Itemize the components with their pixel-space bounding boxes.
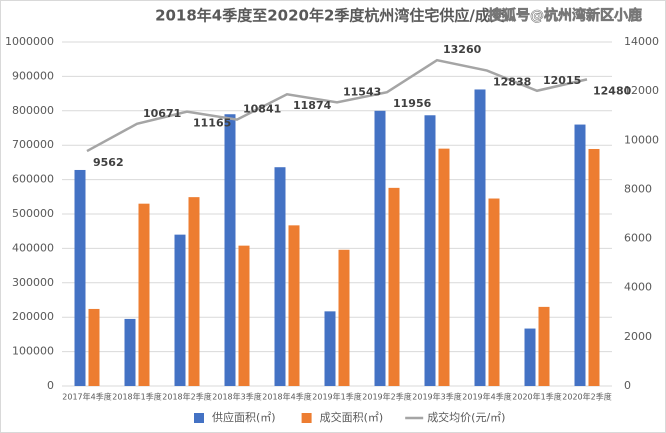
x-tick-label: 2019年2季度	[362, 392, 411, 402]
data-label: 12480	[593, 84, 632, 97]
y-tick-label: 800000	[12, 104, 54, 117]
x-tick-label: 2017年4季度	[62, 392, 111, 402]
x-tick-label: 2019年1季度	[312, 392, 361, 402]
bar	[224, 114, 236, 387]
bar	[124, 318, 136, 386]
data-label: 9562	[93, 156, 124, 169]
bar	[474, 89, 486, 387]
bar	[488, 198, 500, 386]
y-tick-label: 700000	[12, 138, 54, 151]
y2-tick-label: 2000	[624, 330, 652, 343]
y-tick-label: 900000	[12, 69, 54, 82]
bar	[588, 148, 600, 386]
x-tick-label: 2019年3季度	[412, 392, 461, 402]
y-tick-label: 400000	[12, 241, 54, 254]
bar	[324, 311, 336, 386]
y2-tick-label: 0	[624, 379, 631, 392]
x-tick-label: 2018年3季度	[212, 392, 261, 402]
bar	[238, 245, 250, 386]
y2-tick-label: 6000	[624, 232, 652, 245]
y-tick-label: 300000	[12, 276, 54, 289]
legend-label: 成交均价(元/㎡)	[427, 410, 505, 424]
bar	[374, 110, 386, 387]
y-tick-label: 100000	[12, 345, 54, 358]
y-tick-label: 0	[47, 379, 54, 392]
line	[86, 58, 588, 153]
chart-title: 2018年4季度至2020年2季度杭州湾住宅供应/成交	[155, 7, 505, 25]
legend-label: 成交面积(㎡)	[320, 410, 384, 424]
data-label: 11543	[343, 85, 381, 98]
bar	[388, 187, 400, 386]
bar	[574, 124, 586, 386]
y-tick-label: 600000	[12, 173, 54, 186]
x-tick-label: 2020年2季度	[562, 392, 611, 402]
y-tick-label: 500000	[12, 207, 54, 220]
bar	[274, 167, 286, 386]
x-tick-label: 2018年2季度	[162, 392, 211, 402]
y-tick-label: 200000	[12, 310, 54, 323]
legend-label: 供应面积(㎡)	[212, 410, 276, 424]
bar	[424, 115, 436, 386]
bar	[338, 249, 350, 386]
data-label: 13260	[443, 43, 482, 56]
data-label: 11165	[193, 117, 231, 130]
y2-tick-label: 4000	[624, 281, 652, 294]
y2-tick-label: 12000	[624, 84, 659, 97]
data-label: 11874	[293, 99, 332, 112]
bar	[538, 306, 550, 386]
data-label: 10841	[243, 103, 281, 116]
data-label: 10671	[143, 107, 181, 120]
data-label: 11956	[393, 97, 432, 110]
x-tick-label: 2019年4季度	[462, 392, 511, 402]
legend-swatch	[194, 413, 204, 423]
bar	[438, 148, 450, 386]
bar	[524, 328, 536, 386]
data-label: 12838	[493, 76, 531, 89]
bar	[138, 203, 150, 386]
bar	[288, 225, 300, 386]
bar	[88, 308, 100, 386]
bar	[188, 197, 200, 386]
watermark: 搜狐号@杭州湾新区小鹿	[488, 7, 642, 24]
y2-tick-label: 8000	[624, 182, 652, 195]
bar	[174, 234, 186, 386]
bar	[74, 169, 86, 386]
x-tick-label: 2018年4季度	[262, 392, 311, 402]
data-label: 12015	[543, 74, 581, 87]
x-tick-label: 2018年1季度	[112, 392, 161, 402]
y-tick-label: 1000000	[5, 35, 54, 48]
legend-swatch	[301, 413, 312, 423]
x-tick-label: 2020年1季度	[512, 392, 561, 402]
y2-tick-label: 14000	[624, 35, 659, 48]
y2-tick-label: 10000	[624, 133, 659, 146]
